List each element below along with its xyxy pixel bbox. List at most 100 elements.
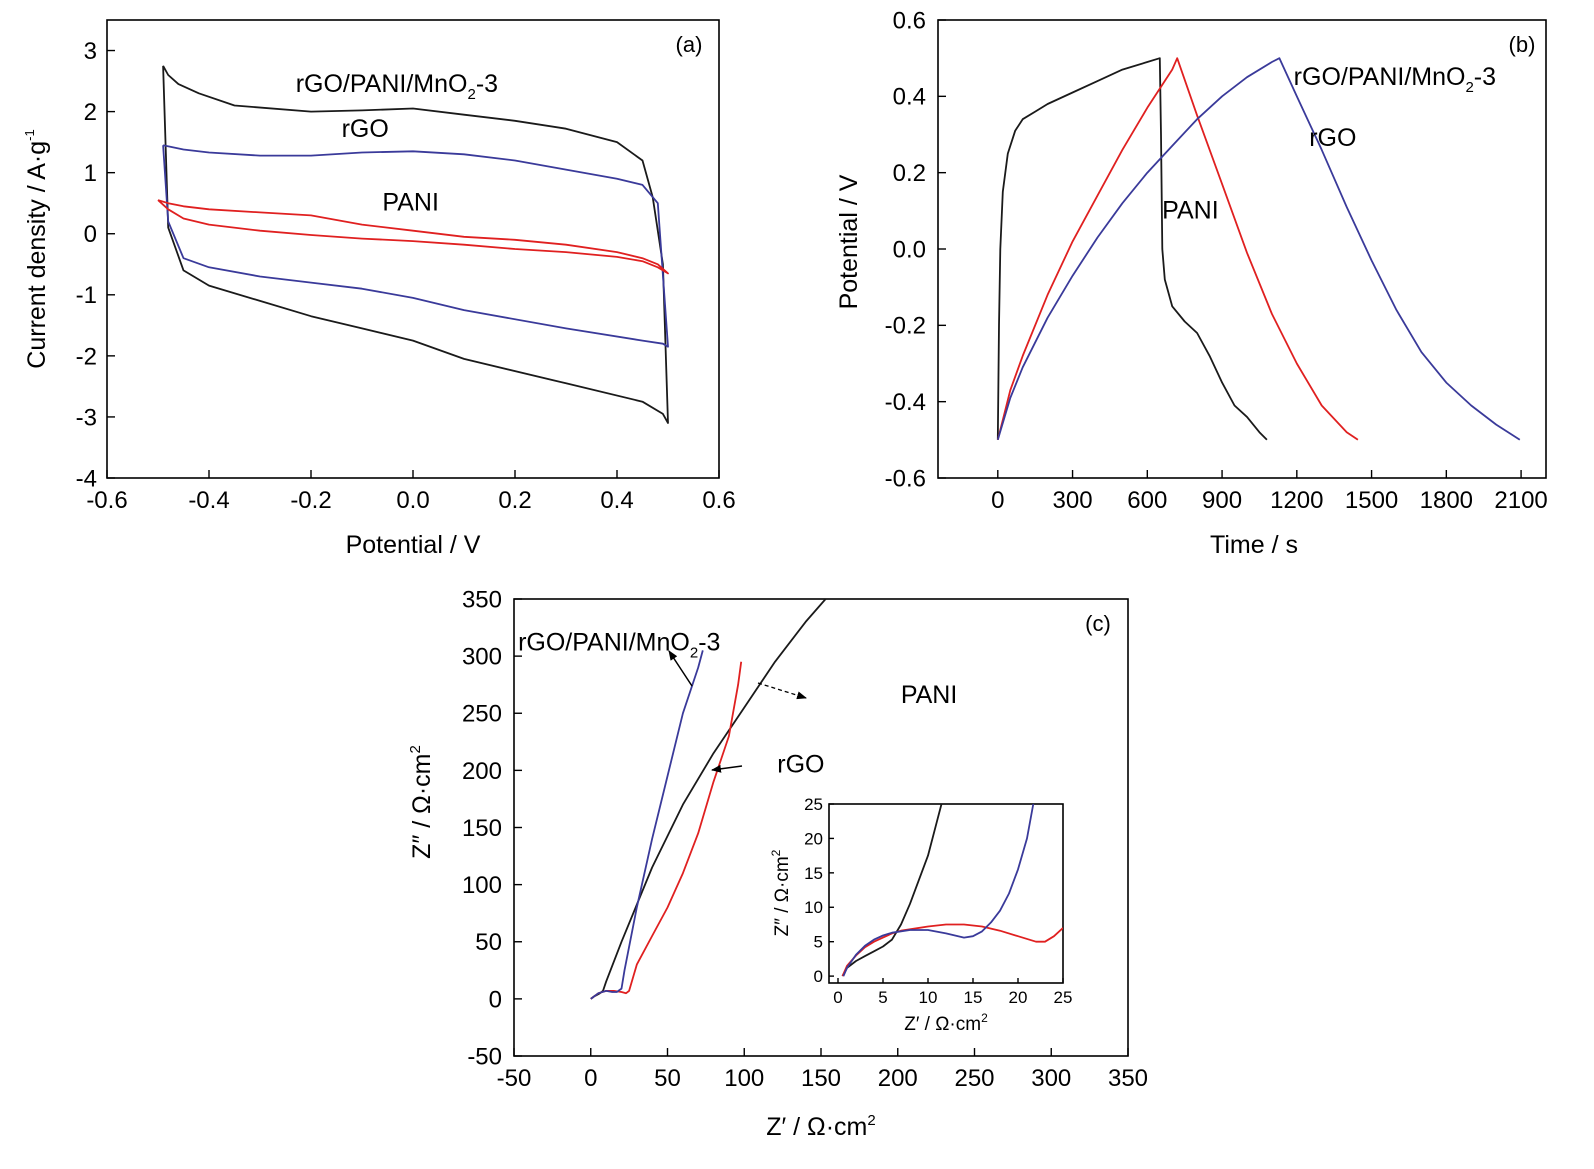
panel-a-ylabel-sup: -1 [22,129,37,141]
panel-c-ytick-label: 250 [462,701,502,728]
panel-b-annotation-rgo: rGO [1309,124,1356,152]
panel-c-ytick-label: 350 [462,586,502,613]
panel-c-inset-xtick-label: 15 [964,988,983,1007]
panel-c-ytick-label: 200 [462,758,502,785]
panel-a-series-rgo-pani-mno2-3 [162,65,669,424]
panel-a-annotation-composite-tail: -3 [476,70,498,98]
panel-a-xtick-label: 0.4 [600,487,633,514]
panel-c-inset-background [829,804,1063,983]
panel-b-xtick-label: 2100 [1494,487,1547,514]
panel-b-ytick-label: 0.0 [893,236,926,263]
panel-c-inset-xlabel-sup: 2 [981,1011,988,1025]
panel-b-series-group [996,57,1521,441]
panel-c-ytick-label: -50 [467,1043,502,1070]
panel-c-ytick-label: 150 [462,815,502,842]
panel-c-inset-xlabel-main: Z′ / Ω·cm [904,1014,981,1035]
panel-b-series-pani [996,57,1268,441]
panel-c-annotation-rgo: rGO [777,751,824,779]
panel-c-ylabel-sup: 2 [407,745,424,753]
panel-c-axes: -50 0 50 100 150 200 250 300 350-500501001502002… [462,586,1148,1092]
panel-c-xtick-label: 350 [1108,1065,1148,1092]
panel-c-series-group [590,599,827,1000]
panel-c-xtick-label: 0 [584,1065,597,1092]
panel-a-annotation-pani: PANI [382,189,439,217]
panel-c-ytick-label: 50 [475,929,502,956]
panel-c-inset-series-pani [841,804,943,977]
panel-b-series-rgo [996,57,1359,441]
panel-c-label: (c) [1085,611,1111,636]
panel-c-xtick-label: 100 [724,1065,764,1092]
panel-b-xlabel: Time / s [1210,531,1298,559]
panel-c-inset-xtick-label: 25 [1054,988,1073,1007]
panel-a-xtick-label: 0.2 [498,487,531,514]
panel-c-ylabel-main: Z″ / Ω·cm [408,754,436,859]
panel-c-inset-ytick-label: 10 [804,898,823,917]
panel-c-xlabel: Z′ / Ω·cm2 [766,1112,875,1141]
panel-c-inset-axes: 0 5 10 15 20 25 0 5 10 15 20 25 [804,795,1072,1007]
panel-a-ytick-label: -2 [76,343,97,370]
panel-c-inset-ytick-label: 20 [804,829,823,848]
panel-a-series-group [157,65,669,424]
panel-a-ylabel: Current density / A·g-1 [22,129,51,368]
panel-a-ytick-label: 3 [84,38,97,65]
panel-b-ytick-label: -0.2 [885,313,926,340]
panel-b-ytick-label: 0.6 [893,7,926,34]
panel-c-inset-ytick-label: 25 [804,795,823,814]
panel-c-inset-xtick-label: 0 [833,988,842,1007]
panel-a-xtick-label: -0.2 [290,487,331,514]
panel-c-inset-ytick-label: 5 [814,933,823,952]
panel-c-inset-series-group [841,804,1063,977]
panel-b-xtick-label: 300 [1053,487,1093,514]
panel-c-inset-ytick-label: 0 [814,967,823,986]
panel-c-annotation-composite-sub: 2 [690,644,698,661]
panel-a-series-pani [157,199,669,275]
panel-a-ytick-label: -4 [76,465,97,492]
panel-b-ytick-label: 0.2 [893,160,926,187]
panel-c-inset-xtick-label: 10 [919,988,938,1007]
panel-c-xlabel-main: Z′ / Ω·cm [766,1113,867,1141]
panel-b-ylabel: Potential / V [835,174,863,309]
panel-c-inset-ylabel: Z″ / Ω·cm2 [769,849,793,936]
panel-c-annotation-pani: PANI [901,681,958,709]
panel-c-xtick-label: 250 [954,1065,994,1092]
panel-c-inset-frame [828,803,1064,984]
panel-a-label: (a) [676,32,703,57]
panel-c-ytick-label: 100 [462,872,502,899]
panel-c-inset-xtick-label: 5 [878,988,887,1007]
panel-b-series-rgo-pani-mno2-3 [996,57,1521,441]
panel-c-series-rgo-pani-mno2-3 [590,650,704,1000]
panel-c-xtick-label: 50 [654,1065,681,1092]
panel-b-annotation-composite-sub: 2 [1465,79,1473,96]
panel-b-annotation-pani: PANI [1162,196,1219,224]
panel-a-ylabel-main: Current density / A·g [23,141,51,369]
panel-c-arrow-composite [668,650,693,687]
panel-b-xtick-label: 1500 [1345,487,1398,514]
panel-b-axes: 0 300 600 900 1200 1500 1800 2100 -0.6 -0.4 -0.2 0.… [885,7,1548,514]
panel-c-arrow-pani [757,682,807,700]
panel-a-annotation-rgo: rGO [342,115,389,143]
panel-c-inset-ylabel-main: Z″ / Ω·cm [772,856,793,936]
panel-b-annotation-composite-main: rGO/PANI/MnO [1294,63,1466,91]
panel-c-xlabel-sup: 2 [867,1112,875,1129]
panel-a-annotation-composite: rGO/PANI/MnO2-3 [296,70,498,103]
panel-c-inset-xlabel: Z′ / Ω·cm2 [904,1011,988,1035]
panel-c-annotation-composite: rGO/PANI/MnO2-3 [518,628,720,661]
panel-b-xtick-label: 1800 [1420,487,1473,514]
panel-b-ytick-label: -0.6 [885,465,926,492]
panel-a-xtick-label: -0.4 [188,487,229,514]
panel-c-xtick-label: -50 [497,1065,532,1092]
panel-c-inset-xtick-label: 20 [1009,988,1028,1007]
panel-a-xtick-label: 0.0 [396,487,429,514]
panel-c-inset-ytick-label: 15 [804,864,823,883]
panel-b-annotation-composite-tail: -3 [1474,63,1496,91]
panel-a-annotation-composite-main: rGO/PANI/MnO [296,70,468,98]
panel-c-inset-series-rgo [841,923,1063,977]
panel-a-xlabel: Potential / V [346,531,481,559]
panel-a-annotation-composite-sub: 2 [467,86,475,103]
panel-a-ytick-label: 0 [84,221,97,248]
panel-a-xtick-label: -0.6 [86,487,127,514]
panel-c-arrow-rgo [711,764,743,773]
panel-b-xtick-label: 0 [991,487,1004,514]
panel-a-axes: -0.6 -0.4 -0.2 0.0 0.2 0.4 0.6 -4 -3 -2 -1 0 1 2 3 [76,19,736,514]
